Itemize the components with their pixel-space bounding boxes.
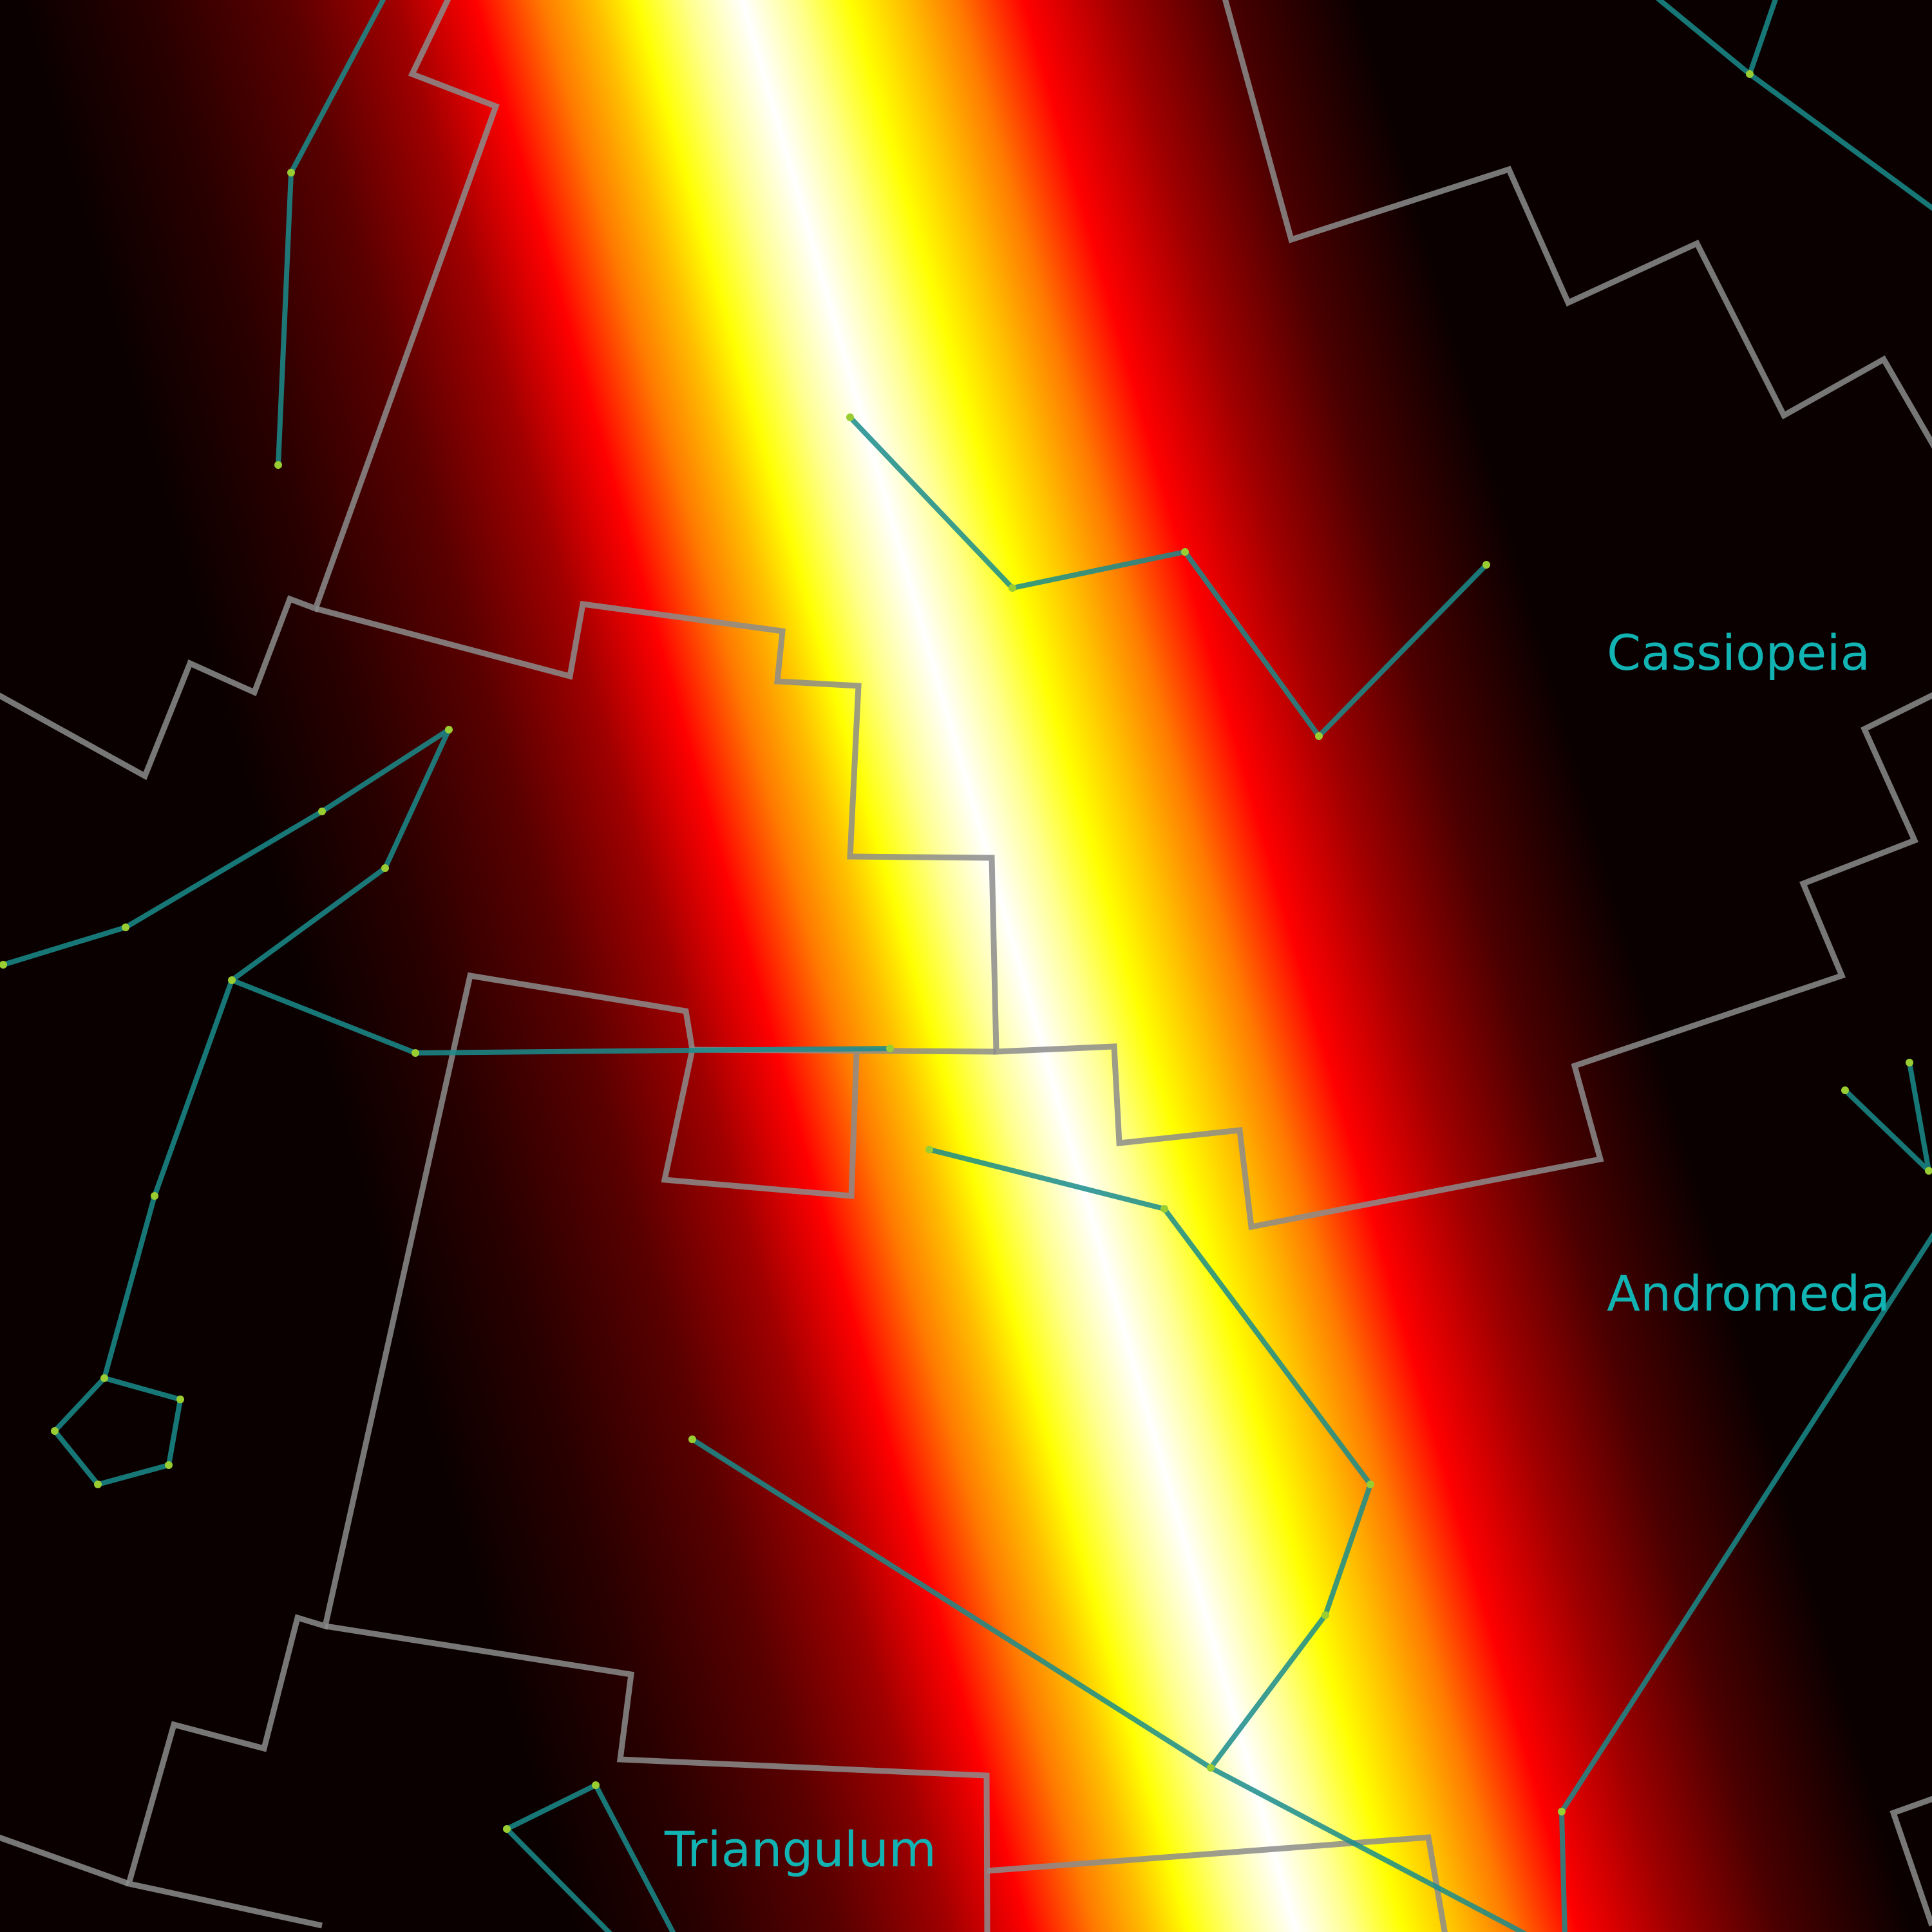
boundary-line (0, 0, 500, 781)
boundary-line (314, 600, 1932, 1231)
star (592, 1781, 600, 1789)
star (122, 923, 129, 931)
boundary-line (125, 972, 696, 1929)
star (886, 1045, 894, 1052)
label-cassiopeia: Cassiopeia (1607, 624, 1870, 681)
star (503, 1825, 511, 1833)
figure-line (1, 727, 893, 1056)
star (165, 1461, 173, 1469)
star (0, 961, 7, 969)
figure-line (52, 978, 234, 1487)
star (1841, 1086, 1849, 1094)
star (1207, 1764, 1215, 1772)
boundary-line (1222, 0, 1932, 449)
boundary-line (0, 1834, 130, 1887)
star (274, 461, 282, 469)
triangulum-figure (504, 1783, 676, 1932)
star (51, 1427, 59, 1435)
constellation-labels: Cassiopeia Andromeda Triangulum (664, 624, 1890, 1878)
star (846, 413, 854, 421)
star (1367, 1481, 1374, 1488)
star (1558, 1808, 1566, 1815)
star (1160, 1205, 1168, 1213)
star (318, 808, 326, 815)
star (1315, 732, 1323, 740)
star (381, 864, 389, 872)
boundary-line (325, 1623, 990, 1932)
star (1746, 70, 1754, 78)
star (1906, 1059, 1913, 1066)
label-triangulum: Triangulum (664, 1821, 936, 1878)
star-markers (0, 70, 1932, 1833)
star (412, 1049, 419, 1057)
star (100, 1374, 108, 1382)
star (176, 1396, 184, 1403)
star (925, 1146, 933, 1153)
star (287, 169, 295, 176)
star (151, 1192, 158, 1200)
star (688, 1435, 696, 1443)
figure-line (1747, 71, 1932, 211)
figure-line (1208, 1765, 1528, 1932)
boundary-line (1889, 1795, 1932, 1927)
label-andromeda: Andromeda (1607, 1265, 1890, 1322)
andromeda-figure (690, 1147, 1373, 1770)
star (445, 726, 453, 734)
star (228, 976, 236, 984)
star (1181, 548, 1189, 556)
star (1925, 1167, 1932, 1175)
star (1009, 584, 1016, 592)
star (94, 1481, 102, 1488)
boundary-line (987, 1834, 1448, 1932)
star (1482, 561, 1490, 569)
star (1321, 1611, 1329, 1619)
